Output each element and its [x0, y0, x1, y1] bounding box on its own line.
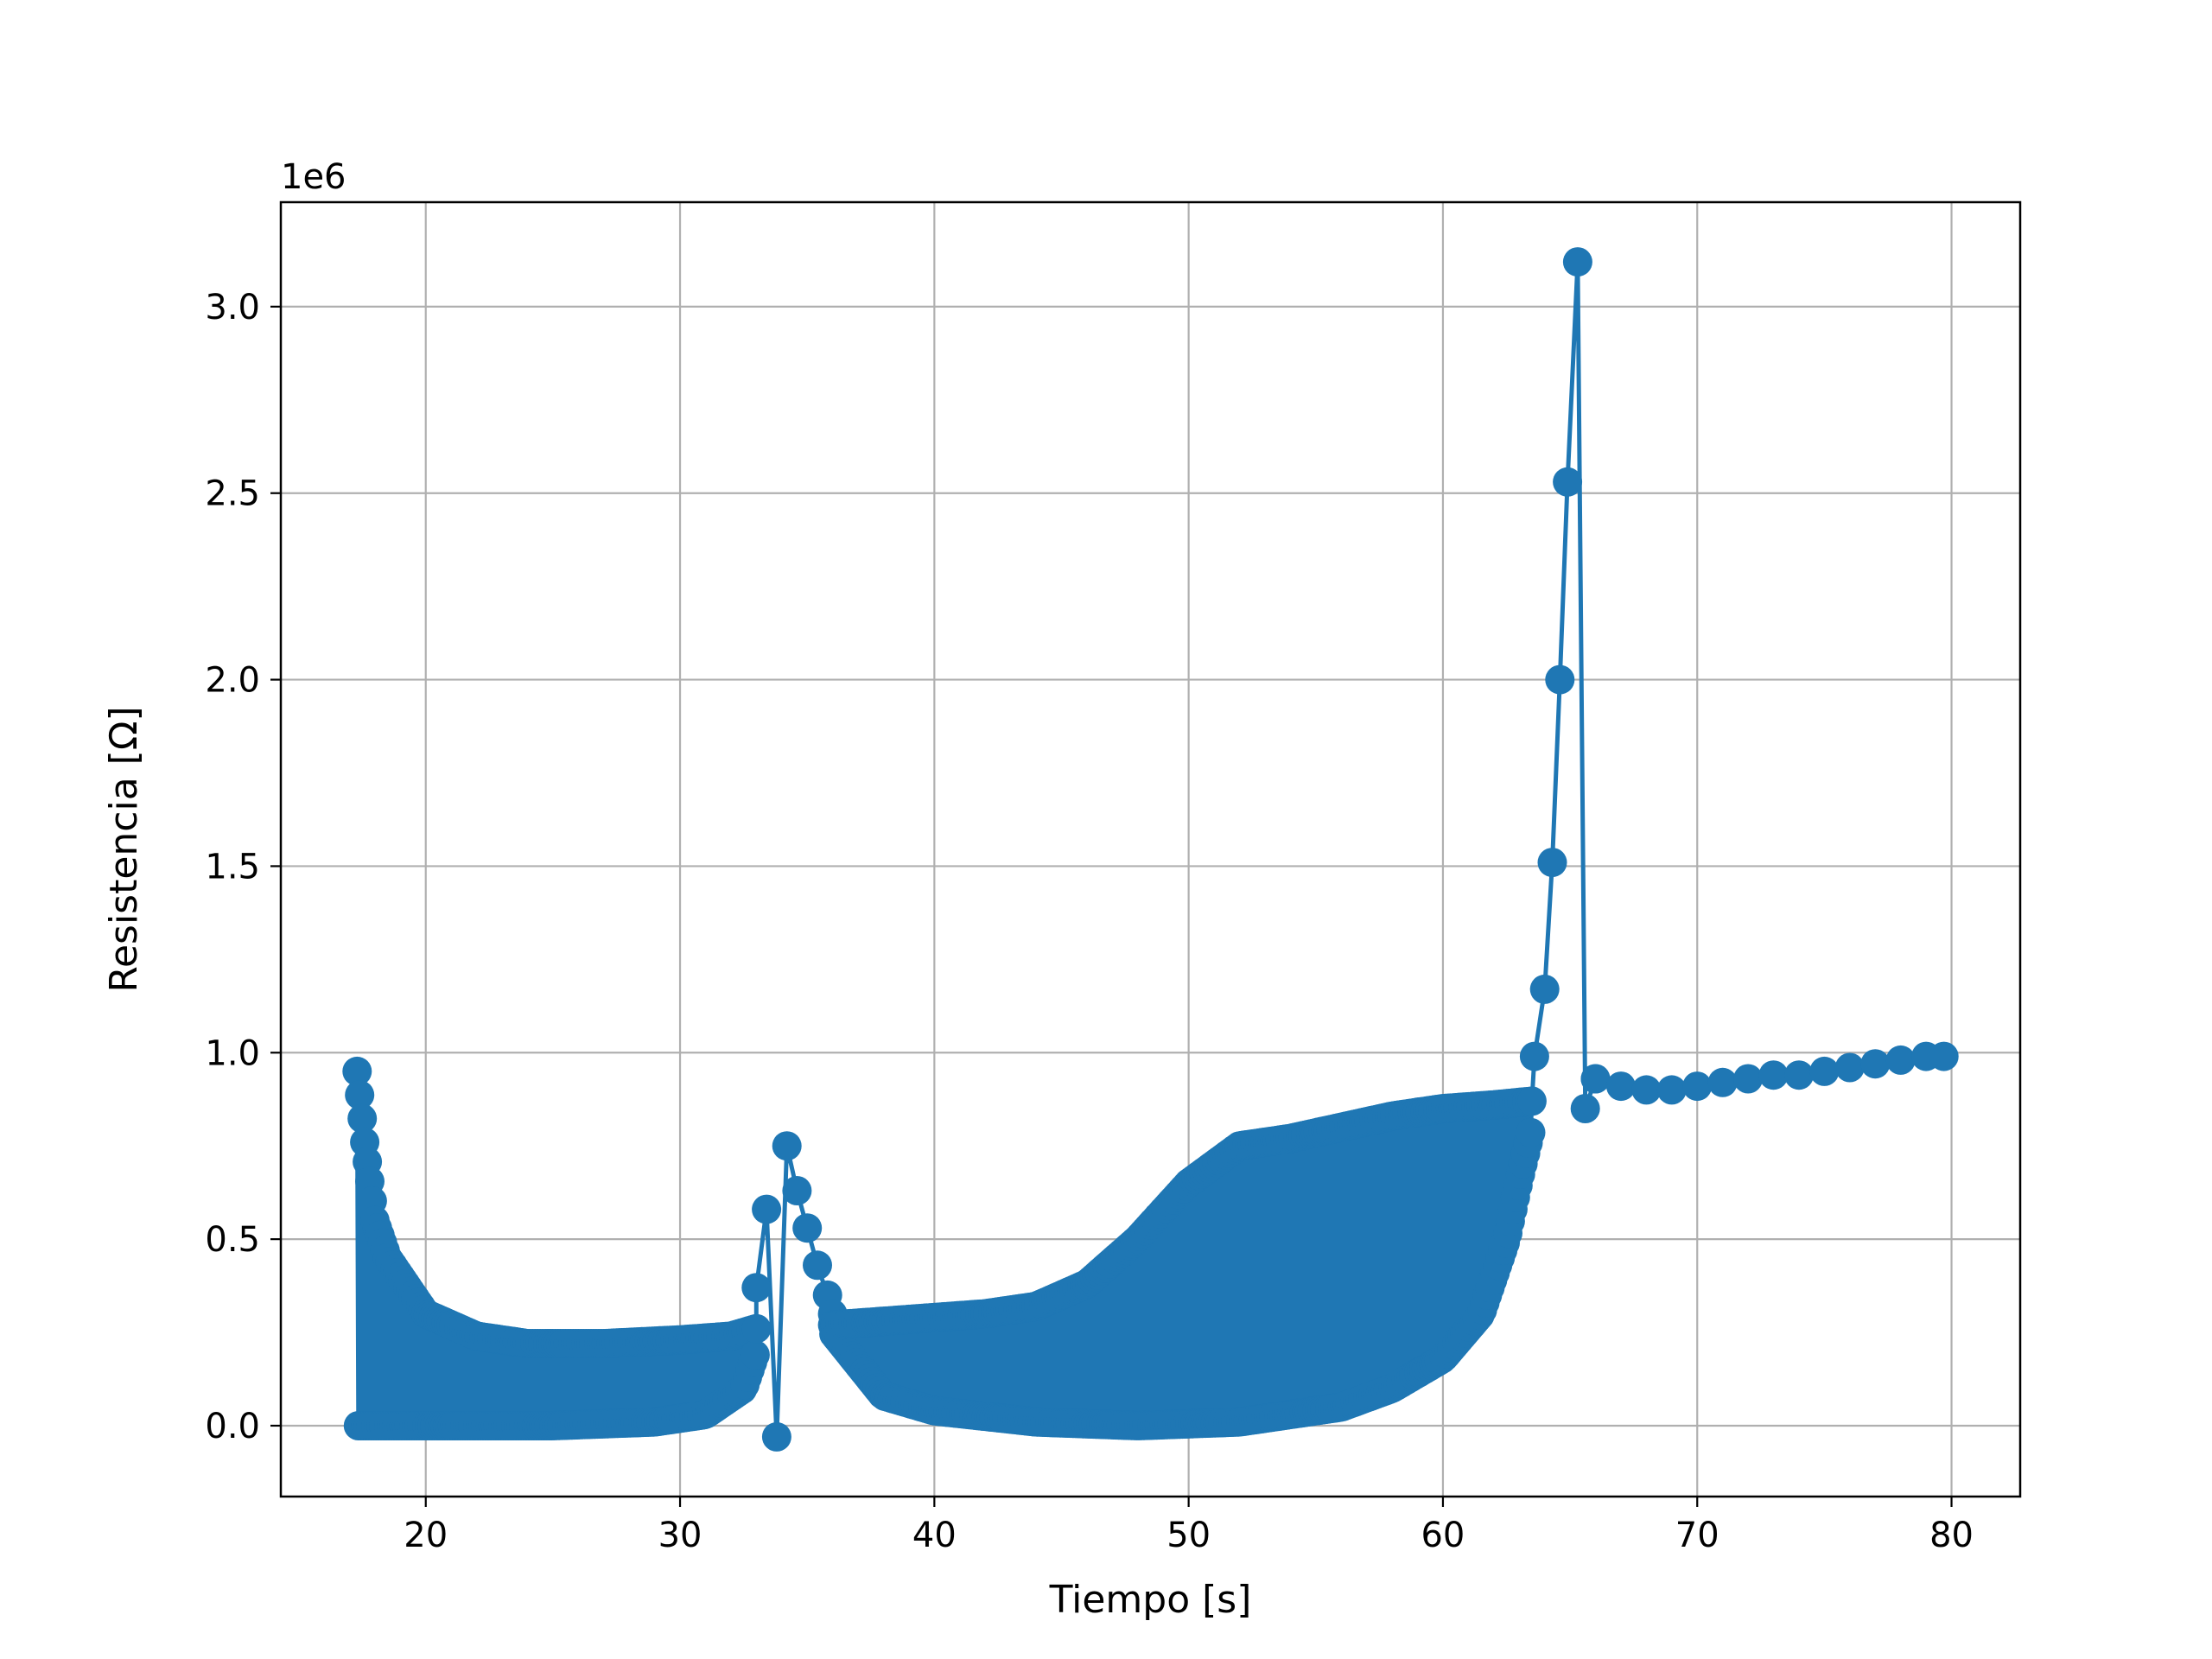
- data-point: [741, 1313, 772, 1344]
- data-point: [1682, 1071, 1713, 1102]
- x-axis-label: Tiempo [s]: [1049, 1578, 1252, 1622]
- y-axis-ticks: 0.0 0.5 1.0 1.5 2.0 2.5 3.0: [205, 288, 281, 1446]
- data-point: [1529, 974, 1560, 1004]
- y-axis-label: Resistencia [Ω]: [102, 706, 146, 992]
- data-point: [1809, 1056, 1840, 1086]
- data-point: [1758, 1060, 1789, 1090]
- data-point: [752, 1194, 782, 1224]
- data-point: [792, 1213, 823, 1243]
- data-point: [1516, 1117, 1546, 1147]
- y-offset-label: 1e6: [281, 157, 346, 197]
- x-tick-label: 50: [1166, 1516, 1211, 1555]
- x-tick-label: 20: [404, 1516, 448, 1555]
- data-point: [1516, 1086, 1547, 1116]
- data-point: [1885, 1045, 1916, 1075]
- y-tick-label: 3.0: [205, 288, 260, 327]
- data-point: [1631, 1075, 1662, 1105]
- y-tick-label: 1.0: [205, 1033, 260, 1073]
- data-point: [1784, 1060, 1814, 1090]
- data-point: [1537, 848, 1567, 878]
- x-tick-label: 40: [912, 1516, 957, 1555]
- data-point: [1707, 1067, 1738, 1097]
- data-point: [1656, 1075, 1687, 1105]
- data-point: [782, 1176, 812, 1205]
- y-tick-label: 0.0: [205, 1407, 260, 1446]
- data-point: [1553, 467, 1583, 497]
- data-point: [1562, 247, 1592, 277]
- data-point: [1860, 1049, 1891, 1079]
- data-point: [1580, 1064, 1611, 1094]
- x-axis-ticks: 20 30 40 50 60 70 80: [404, 1497, 1974, 1555]
- x-tick-label: 30: [658, 1516, 702, 1555]
- data-series: [342, 247, 1959, 1452]
- data-point: [1570, 1094, 1600, 1123]
- x-tick-label: 70: [1675, 1516, 1719, 1555]
- data-point: [1519, 1041, 1549, 1071]
- data-point: [1545, 664, 1575, 695]
- data-point: [347, 1103, 378, 1134]
- x-tick-label: 80: [1929, 1516, 1974, 1555]
- y-tick-label: 2.0: [205, 661, 260, 701]
- data-point: [803, 1250, 832, 1281]
- data-point: [772, 1131, 802, 1161]
- data-point: [1834, 1052, 1865, 1083]
- data-point: [1929, 1041, 1959, 1071]
- data-point: [342, 1056, 372, 1086]
- data-point: [1733, 1064, 1764, 1094]
- x-tick-label: 60: [1421, 1516, 1465, 1555]
- data-point: [345, 1080, 375, 1110]
- data-point: [740, 1340, 770, 1370]
- data-point: [761, 1421, 791, 1452]
- y-tick-label: 2.5: [205, 474, 260, 514]
- y-tick-label: 0.5: [205, 1220, 260, 1260]
- data-point: [741, 1273, 772, 1303]
- y-tick-label: 1.5: [205, 847, 260, 887]
- data-point: [1606, 1071, 1636, 1102]
- plot-frame: [279, 200, 2022, 1498]
